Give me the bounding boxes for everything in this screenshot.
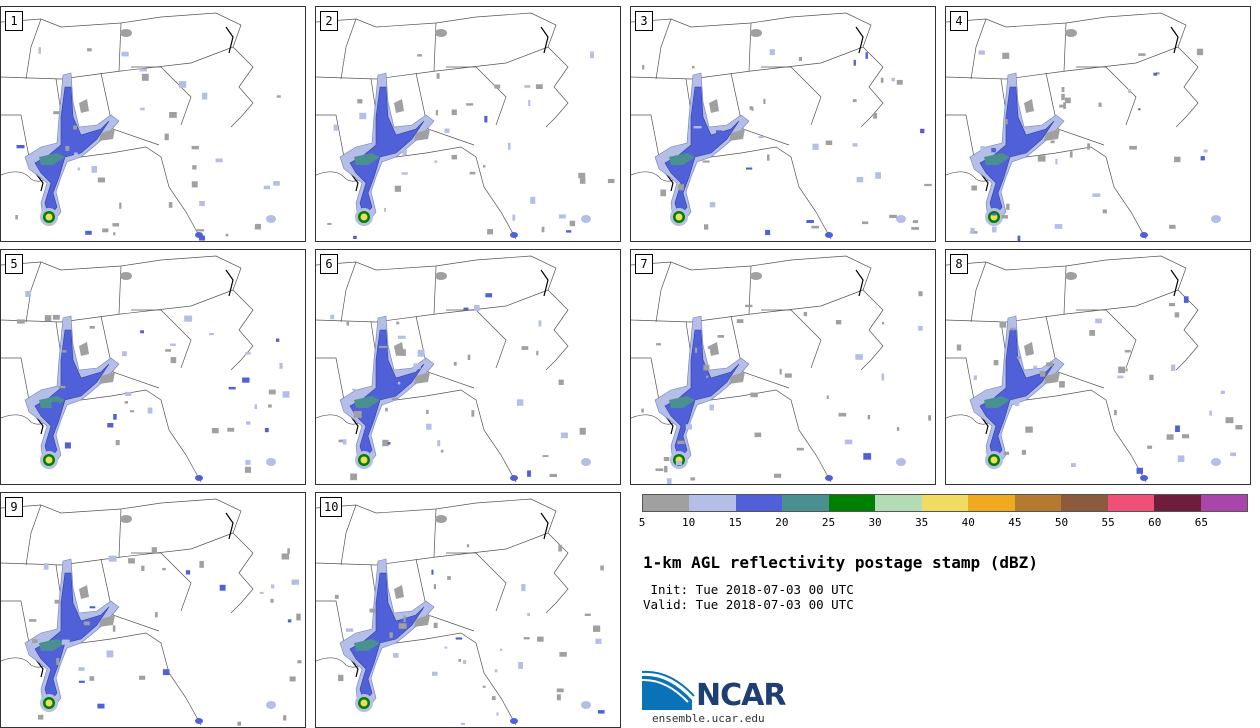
ensemble-member-panel: 7: [630, 249, 936, 485]
member-number-label: 7: [635, 254, 653, 274]
colorbar-segment: [643, 495, 690, 511]
map-canvas: [1, 12, 281, 241]
valid-time: Valid: Tue 2018-07-03 00 UTC: [643, 597, 854, 612]
member-number-label: 6: [320, 254, 338, 274]
reflectivity-colorbar: [642, 494, 1248, 512]
ensemble-member-panel: 1: [0, 6, 306, 242]
member-number-label: 5: [5, 254, 23, 274]
member-number-label: 10: [320, 497, 343, 517]
ensemble-member-panel: 10: [315, 492, 621, 728]
ensemble-member-panel: 3: [630, 6, 936, 242]
ncar-logo-url[interactable]: ensemble.ucar.edu: [652, 712, 765, 725]
colorbar-tick-label: 10: [681, 516, 696, 529]
ensemble-member-panel: 6: [315, 249, 621, 485]
colorbar-tick-label: 5: [638, 516, 646, 529]
ncar-logo-text: NCAR: [696, 678, 786, 713]
colorbar-tick-label: 40: [961, 516, 975, 529]
member-number-label: 2: [320, 11, 338, 31]
colorbar-segment: [689, 495, 736, 511]
member-number-label: 4: [950, 11, 968, 31]
colorbar-tick-label: 35: [915, 516, 929, 529]
ensemble-member-panel: 4: [945, 6, 1251, 242]
map-canvas: [316, 255, 591, 483]
colorbar-segment: [921, 495, 969, 511]
colorbar-segment: [1200, 495, 1248, 511]
colorbar-segment: [1154, 495, 1201, 511]
colorbar-tick-label: 65: [1194, 516, 1208, 529]
colorbar-segment: [875, 495, 922, 511]
colorbar-segment: [1107, 495, 1155, 511]
colorbar-segment: [782, 495, 829, 511]
map-canvas: [316, 498, 605, 726]
colorbar-tick-label: 15: [728, 516, 742, 529]
map-canvas: [1, 498, 302, 726]
ncar-logo[interactable]: NCAR ensemble.ucar.edu: [641, 670, 802, 726]
colorbar-tick-label: 50: [1054, 516, 1069, 529]
map-canvas: [316, 12, 615, 240]
colorbar-tick-label: 60: [1148, 516, 1162, 529]
member-number-label: 1: [5, 11, 23, 31]
colorbar-segment: [828, 495, 876, 511]
colorbar-tick-label: 55: [1101, 516, 1115, 529]
colorbar-tick-label: 25: [821, 516, 836, 529]
figure-title: 1-km AGL reflectivity postage stamp (dBZ…: [643, 553, 1038, 572]
map-canvas: [946, 255, 1243, 483]
map-canvas: [631, 12, 932, 240]
ensemble-member-panel: 8: [945, 249, 1251, 485]
member-number-label: 8: [950, 254, 968, 274]
map-canvas: [1, 255, 290, 483]
member-number-label: 3: [635, 11, 653, 31]
member-number-label: 9: [5, 497, 23, 517]
ensemble-member-panel: 5: [0, 249, 306, 485]
colorbar-segment: [968, 495, 1015, 511]
colorbar-tick-label: 30: [868, 516, 882, 529]
colorbar-segment: [1014, 495, 1062, 511]
colorbar-segment: [1061, 495, 1108, 511]
ensemble-member-panel: 2: [315, 6, 621, 242]
colorbar-tick-label: 20: [775, 516, 789, 529]
init-time: Init: Tue 2018-07-03 00 UTC: [643, 582, 854, 597]
colorbar-segment: [735, 495, 783, 511]
colorbar-tick-label: 45: [1008, 516, 1022, 529]
ensemble-member-panel: 9: [0, 492, 306, 728]
map-canvas: [631, 255, 932, 484]
ncar-swoosh-icon: [641, 670, 695, 710]
map-canvas: [946, 12, 1221, 241]
